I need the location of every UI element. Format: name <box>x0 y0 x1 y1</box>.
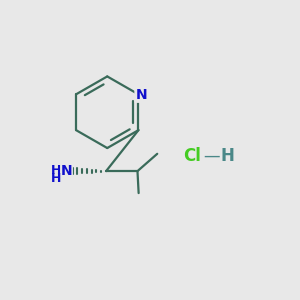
Text: H: H <box>220 147 234 165</box>
Text: H: H <box>50 164 61 177</box>
Text: H: H <box>50 172 61 185</box>
Text: N: N <box>135 88 147 102</box>
Text: —: — <box>203 147 220 165</box>
Text: N: N <box>61 164 72 178</box>
Text: Cl: Cl <box>184 147 201 165</box>
